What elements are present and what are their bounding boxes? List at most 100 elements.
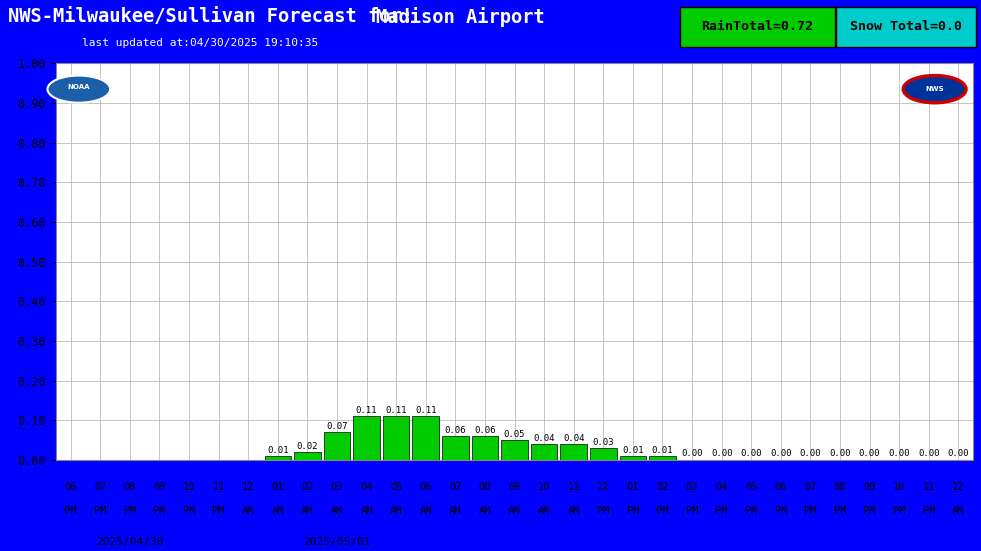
Text: 10: 10	[893, 482, 905, 492]
Text: PM: PM	[627, 506, 640, 516]
Text: 06: 06	[65, 482, 77, 492]
Text: 03: 03	[686, 482, 698, 492]
Circle shape	[47, 75, 110, 102]
Text: 12: 12	[242, 482, 254, 492]
Text: RainTotal=0.72: RainTotal=0.72	[701, 20, 813, 34]
Text: AM: AM	[479, 506, 491, 516]
Text: AM: AM	[301, 506, 314, 516]
Bar	[531, 444, 557, 460]
Text: 0.00: 0.00	[889, 450, 910, 458]
Text: 03: 03	[331, 482, 343, 492]
Text: 0.00: 0.00	[800, 450, 821, 458]
Text: 0.04: 0.04	[563, 434, 585, 442]
Bar	[412, 417, 439, 460]
Text: 10: 10	[538, 482, 550, 492]
Text: 0.07: 0.07	[327, 422, 347, 431]
Bar	[680, 7, 835, 47]
Text: AM: AM	[508, 506, 521, 516]
Text: PM: PM	[863, 506, 876, 516]
Text: PM: PM	[65, 506, 77, 516]
Text: AM: AM	[420, 506, 432, 516]
Text: 08: 08	[479, 482, 491, 492]
Text: NOAA: NOAA	[68, 84, 90, 90]
Bar	[590, 448, 617, 460]
Text: 0.00: 0.00	[770, 450, 792, 458]
Text: last updated at:04/30/2025 19:10:35: last updated at:04/30/2025 19:10:35	[81, 38, 318, 48]
Text: PM: PM	[834, 506, 847, 516]
Text: 0.01: 0.01	[622, 446, 644, 455]
Text: 0.06: 0.06	[474, 426, 495, 435]
Text: 09: 09	[863, 482, 876, 492]
Text: 06: 06	[420, 482, 432, 492]
Bar	[501, 440, 528, 460]
Text: AM: AM	[242, 506, 254, 516]
Text: 12: 12	[953, 482, 964, 492]
Text: PM: PM	[182, 506, 195, 516]
Text: 07: 07	[94, 482, 107, 492]
Text: PM: PM	[597, 506, 609, 516]
Text: Snow Total=0.0: Snow Total=0.0	[850, 20, 962, 34]
Text: PM: PM	[213, 506, 225, 516]
Text: 0.00: 0.00	[918, 450, 940, 458]
Text: PM: PM	[686, 506, 698, 516]
Bar	[836, 7, 976, 47]
Text: 05: 05	[389, 482, 402, 492]
Text: 0.01: 0.01	[651, 446, 673, 455]
Text: 0.11: 0.11	[386, 406, 407, 415]
Bar	[620, 456, 646, 460]
Bar	[265, 456, 291, 460]
Text: 02: 02	[656, 482, 669, 492]
Text: AM: AM	[331, 506, 343, 516]
Text: 04: 04	[715, 482, 728, 492]
Text: 0.00: 0.00	[682, 450, 702, 458]
Text: 0.06: 0.06	[444, 426, 466, 435]
Bar	[383, 417, 409, 460]
Bar	[294, 452, 321, 460]
Text: 09: 09	[153, 482, 166, 492]
Text: AM: AM	[360, 506, 373, 516]
Text: 0.02: 0.02	[296, 441, 318, 451]
Text: 0.11: 0.11	[415, 406, 437, 415]
Text: NWS: NWS	[925, 86, 944, 92]
Text: PM: PM	[804, 506, 816, 516]
Text: 07: 07	[804, 482, 816, 492]
Text: 0.11: 0.11	[356, 406, 378, 415]
Text: 0.05: 0.05	[504, 430, 525, 439]
Text: PM: PM	[153, 506, 166, 516]
Text: 0.03: 0.03	[593, 437, 614, 447]
Text: PM: PM	[745, 506, 757, 516]
Text: 08: 08	[124, 482, 136, 492]
Text: 0.00: 0.00	[741, 450, 762, 458]
Text: 11: 11	[567, 482, 580, 492]
Bar	[324, 433, 350, 460]
Bar	[472, 436, 498, 460]
Text: 0.00: 0.00	[948, 450, 969, 458]
Text: AM: AM	[389, 506, 402, 516]
Text: 12: 12	[597, 482, 609, 492]
Bar	[649, 456, 676, 460]
Text: 2025/05/01: 2025/05/01	[303, 537, 371, 548]
Text: PM: PM	[893, 506, 905, 516]
Text: PM: PM	[775, 506, 787, 516]
Text: PM: PM	[715, 506, 728, 516]
Text: 02: 02	[301, 482, 314, 492]
Text: 0.01: 0.01	[267, 446, 288, 455]
Circle shape	[904, 75, 966, 102]
Text: NWS-Milwaukee/Sullivan Forecast for:: NWS-Milwaukee/Sullivan Forecast for:	[8, 7, 413, 26]
Text: 2025/04/30: 2025/04/30	[96, 537, 164, 548]
Text: 04: 04	[360, 482, 373, 492]
Text: 0.00: 0.00	[858, 450, 880, 458]
Text: PM: PM	[124, 506, 136, 516]
Text: PM: PM	[656, 506, 669, 516]
Text: 07: 07	[449, 482, 462, 492]
Text: AM: AM	[538, 506, 550, 516]
Text: 05: 05	[745, 482, 757, 492]
Text: PM: PM	[94, 506, 107, 516]
Text: 11: 11	[213, 482, 225, 492]
Text: 01: 01	[627, 482, 640, 492]
Text: 08: 08	[834, 482, 847, 492]
Text: 11: 11	[922, 482, 935, 492]
Text: 0.00: 0.00	[711, 450, 733, 458]
Text: AM: AM	[272, 506, 284, 516]
Bar	[442, 436, 469, 460]
